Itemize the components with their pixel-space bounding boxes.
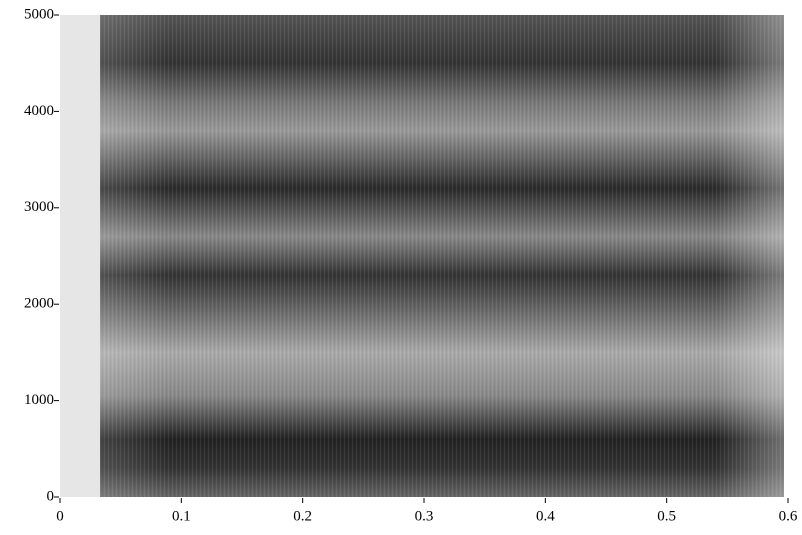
- y-tick-label: 4000: [24, 103, 54, 119]
- x-tick-label: 0.3: [415, 508, 434, 524]
- silence-region: [60, 15, 100, 497]
- x-tick-label: 0.1: [172, 508, 191, 524]
- x-tick-label: 0.5: [657, 508, 676, 524]
- spectrogram-fade: [100, 15, 784, 497]
- x-tick-label: 0: [56, 508, 64, 524]
- y-tick-label: 3000: [24, 199, 54, 215]
- y-tick-label: 0: [47, 488, 55, 504]
- y-tick-label: 2000: [24, 296, 54, 312]
- y-tick-label: 1000: [24, 392, 54, 408]
- spectrogram: [60, 15, 784, 497]
- x-tick-label: 0.6: [779, 508, 798, 524]
- x-tick-label: 0.4: [536, 508, 555, 524]
- x-tick-label: 0.2: [293, 508, 312, 524]
- y-tick-label: 5000: [24, 6, 54, 22]
